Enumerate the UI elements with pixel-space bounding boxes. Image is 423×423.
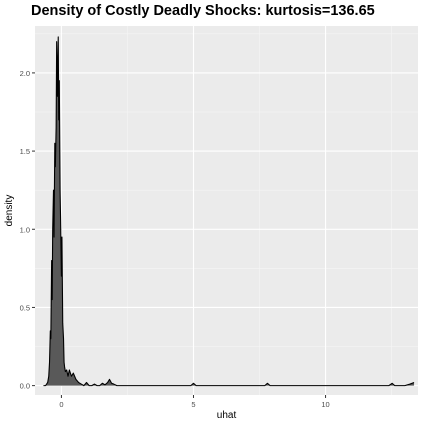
y-tick-label: 1.5 (20, 147, 30, 156)
density-marks (43, 36, 415, 387)
y-tick-label: 0.5 (20, 303, 30, 312)
x-axis-label: uhat (217, 410, 237, 421)
y-tick-label: 2.0 (20, 69, 30, 78)
y-tick-label: 0.0 (20, 382, 30, 391)
y-axis-label: density (4, 195, 15, 227)
chart-title: Density of Costly Deadly Shocks: kurtosi… (31, 3, 375, 19)
grid-minor (35, 26, 418, 395)
x-tick-label: 0 (59, 400, 63, 409)
x-tick-label: 5 (191, 400, 195, 409)
x-axis: 0 5 10 (59, 395, 330, 409)
y-tick-label: 1.0 (20, 225, 30, 234)
density-line (43, 36, 415, 387)
y-axis: 0.0 0.5 1.0 1.5 2.0 (20, 69, 35, 391)
x-tick-label: 10 (321, 400, 329, 409)
plot-panel (35, 26, 418, 395)
